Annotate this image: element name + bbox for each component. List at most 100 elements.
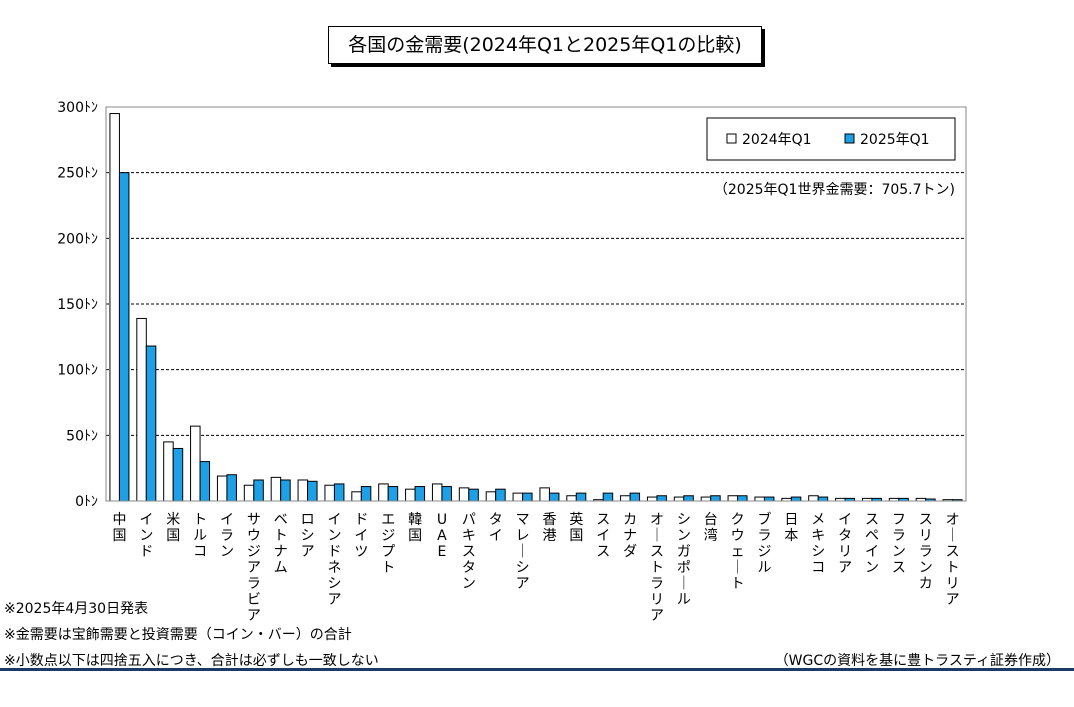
legend-label-2025: 2025年Q1 [860, 132, 930, 148]
x-tick-label: シンガポ｜ル [677, 512, 691, 608]
gridlines [106, 172, 966, 436]
y-tick-label: 100ﾄﾝ [57, 363, 98, 379]
bar-2025-スイス [602, 492, 614, 502]
x-tick-label: メキシコ [811, 512, 825, 576]
x-tick-label: オ｜ストリア [946, 512, 960, 608]
bar-2025-サウジアラビア [253, 479, 264, 502]
y-tick-label: 250ﾄﾝ [57, 166, 98, 182]
y-tick-label: 300ﾄﾝ [57, 100, 98, 116]
x-tick-label: 英国 [569, 511, 583, 544]
x-tick-label: マレ｜シア [516, 512, 530, 592]
bar-2024-カナダ [620, 495, 631, 502]
footnote-1: ※2025年4月30日発表 [4, 601, 149, 617]
x-tick-label: スイス [596, 512, 610, 560]
bar-2024-台湾 [700, 496, 712, 502]
bar-2025-香港 [548, 492, 560, 502]
bar-2025-インドネシア [333, 483, 345, 502]
bar-2025-オーストラリア [656, 495, 667, 502]
x-tick-label: 米国 [166, 512, 180, 544]
bar-2024-オーストラリア [646, 496, 658, 502]
bar-2025-英国 [575, 492, 587, 502]
bar-2024-香港 [539, 487, 550, 502]
legend-label-2024: 2024年Q1 [742, 132, 812, 148]
x-tick-label: ベトナム [274, 512, 288, 576]
y-tick-labels: 0ﾄﾝ 50ﾄﾝ 100ﾄﾝ 150ﾄﾝ 200ﾄﾝ 250ﾄﾝ 300ﾄﾝ [57, 100, 98, 510]
footnote-3: ※小数点以下は四捨五入につき、合計は必ずしも一致しない [4, 653, 379, 669]
bar-2024-UAE [431, 483, 443, 502]
bar-2024-シンガポール [673, 496, 685, 502]
legend: 2024年Q1 2025年Q1 [706, 117, 956, 161]
bar-2025-シンガポール [683, 495, 694, 502]
x-tick-label: トルコ [193, 512, 207, 560]
x-tick-label: 香港 [542, 512, 556, 544]
x-tick-label: スペイン [865, 512, 879, 576]
x-tick-label: イタリア [838, 512, 852, 576]
x-tick-label: 韓国 [408, 512, 422, 544]
bar-2025-中国 [118, 172, 130, 502]
bar-2025-ブラジル [763, 496, 775, 502]
bar-2025-ロシア [307, 480, 318, 502]
bar-2025-クウェート [737, 495, 748, 502]
x-tick-label: サウジアラビア [247, 512, 261, 624]
y-tick-label: 0ﾄﾝ [75, 494, 98, 510]
x-tick-label: クウェ｜ト [731, 512, 745, 592]
bar-2024-インドネシア [324, 484, 335, 502]
bar-2025-ドイツ [360, 486, 372, 502]
x-tick-label: 台湾 [704, 512, 718, 544]
bar-2024-サウジアラビア [243, 484, 255, 502]
chart-title: 各国の金需要(2024年Q1と2025年Q1の比較) [328, 26, 762, 64]
x-tick-label: イラン [220, 512, 234, 560]
bottom-rule [0, 668, 1074, 671]
x-tick-label: インド [139, 512, 153, 560]
bar-2024-トルコ [190, 425, 201, 502]
bar-2025-日本 [790, 496, 802, 502]
bar-2025-タイ [495, 488, 506, 502]
bar-2024-ドイツ [351, 491, 362, 502]
bar-2024-イラン [216, 475, 228, 502]
bars [109, 113, 963, 502]
x-tick-label: カナダ [623, 512, 637, 560]
x-tick-labels: 中国インド米国トルコイランサウジアラビアベトナムロシアインドネシアドイツエジプト… [112, 511, 959, 624]
bar-2025-米国 [172, 447, 184, 502]
bar-2025-パキスタン [468, 488, 479, 502]
legend-swatch-2024 [726, 133, 737, 144]
bar-2024-インド [136, 317, 147, 502]
x-tick-label: パキスタン [462, 512, 476, 592]
bar-2025-メキシコ [817, 496, 829, 502]
legend-swatch-2025 [844, 133, 855, 144]
bar-2025-インド [145, 345, 157, 502]
bar-2024-パキスタン [458, 487, 470, 502]
bar-2024-クウェート [727, 495, 739, 502]
world-demand-annotation: （2025年Q1世界金需要：705.7トン) [714, 182, 955, 198]
footnote-2: ※金需要は宝飾需要と投資需要（コイン・バー）の合計 [4, 627, 352, 643]
x-tick-label: スリランカ [919, 512, 933, 592]
x-tick-label: ブラジル [757, 511, 771, 576]
y-tick-label: 50ﾄﾝ [66, 428, 98, 444]
bar-2024-マレーシア [512, 492, 524, 502]
plot-frame [105, 106, 967, 502]
bar-2025-台湾 [710, 495, 721, 502]
bar-2024-英国 [566, 495, 577, 502]
x-tick-label: ロシア [301, 512, 315, 560]
bar-2024-ベトナム [270, 476, 282, 502]
bar-2025-韓国 [414, 486, 426, 502]
x-tick-label: オ｜ストラリア [650, 512, 664, 624]
bar-2025-エジプト [387, 486, 399, 502]
x-tick-label: 日本 [784, 512, 798, 544]
x-tick-label: タイ [489, 512, 503, 544]
bar-2024-米国 [163, 441, 174, 502]
bar-2025-イラン [226, 474, 237, 502]
legend-box [706, 117, 956, 161]
x-tick-label: ドイツ [354, 512, 368, 560]
bar-2025-ベトナム [280, 479, 291, 502]
bar-2025-マレーシア [522, 492, 533, 502]
x-tick-label: フランス [892, 512, 906, 576]
bar-2024-韓国 [405, 488, 416, 502]
source-note: （WGCの資料を基に豊トラスティ証券作成） [774, 653, 1060, 669]
bar-2024-エジプト [378, 483, 389, 502]
bar-2025-トルコ [199, 461, 211, 502]
bar-2024-タイ [485, 491, 497, 502]
x-tick-label: エジプト [381, 512, 395, 576]
